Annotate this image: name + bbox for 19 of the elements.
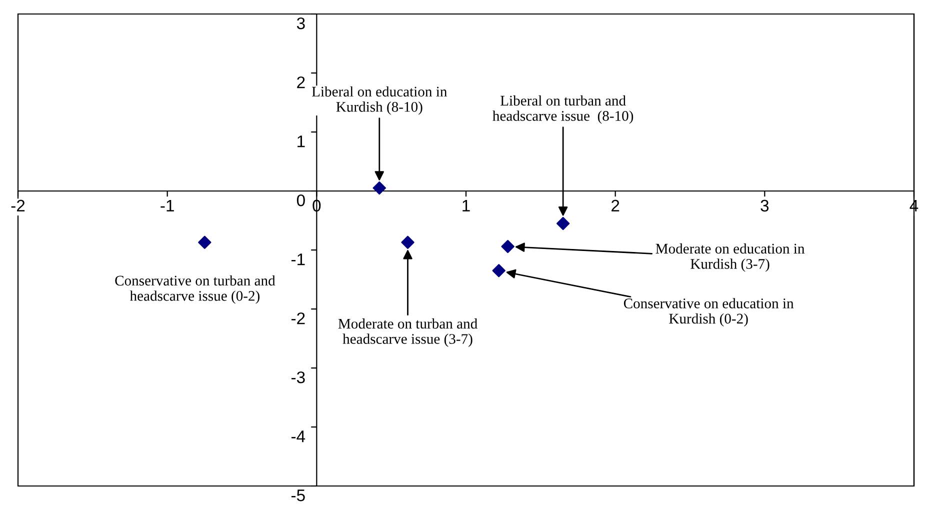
annotation: Liberal on education in Kurdish (8-10) xyxy=(312,86,447,115)
annotation: Moderate on turban and headscarve issue (3-7) xyxy=(338,318,478,347)
annotation: Moderate on education in Kurdish (3-7) xyxy=(656,243,805,272)
y-tick-label: -5 xyxy=(291,490,305,502)
y-tick-label: 1 xyxy=(298,136,305,148)
y-tick-label: 3 xyxy=(296,17,305,30)
x-tick-label: 1 xyxy=(462,200,470,212)
annotation: Liberal on turban and headscarve issue (8-10) xyxy=(492,95,634,124)
x-tick-label: -1 xyxy=(160,200,174,212)
y-tick-label: -3 xyxy=(291,371,305,384)
annotation: Conservative on education in Kurdish (0-2) xyxy=(624,298,794,327)
annotation: Conservative on turban and headscarve issue (0-2) xyxy=(115,275,276,304)
y-tick-label: -4 xyxy=(291,430,306,442)
y-tick-label: -1 xyxy=(291,254,305,266)
y-tick-label: -2 xyxy=(291,312,305,324)
y-tick-label: 2 xyxy=(297,76,305,88)
x-tick-label: 3 xyxy=(760,200,769,212)
x-tick-label: -2 xyxy=(11,200,25,212)
x-tick-label: 2 xyxy=(612,200,620,212)
